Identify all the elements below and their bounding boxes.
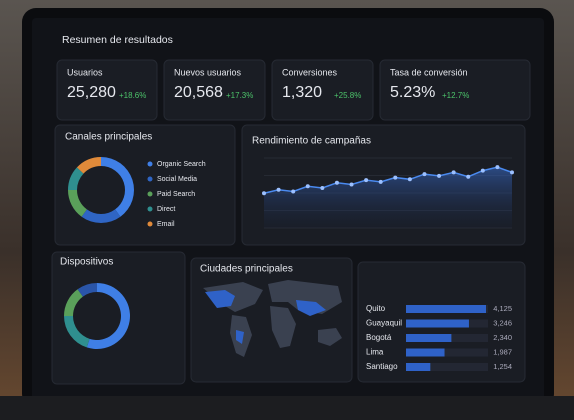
- line: [263, 166, 513, 194]
- bar-value: 4,125: [493, 304, 512, 313]
- legend-dot: [147, 161, 153, 167]
- bar: [406, 334, 452, 342]
- donut-segment: [101, 157, 134, 217]
- line-point: [422, 172, 427, 177]
- legend-label: Email: [157, 221, 175, 228]
- line-point: [276, 187, 281, 192]
- donut-segment: [64, 289, 83, 316]
- line-point: [393, 175, 398, 180]
- kpi-change: +12.7%: [442, 91, 469, 100]
- bar-track: [406, 348, 488, 357]
- legend-label: Social Media: [157, 176, 197, 183]
- channels-card: [54, 124, 236, 246]
- line-point: [480, 168, 485, 173]
- line-point: [407, 177, 412, 182]
- city-label: Bogotá: [366, 333, 392, 342]
- donut-segment: [64, 316, 90, 348]
- line-point: [262, 191, 266, 196]
- bar: [406, 348, 445, 357]
- city-label: Quito: [366, 304, 386, 313]
- kpi-card: [56, 59, 158, 121]
- kpi-card: [379, 59, 531, 121]
- line-point: [495, 165, 500, 170]
- donut-segment: [81, 209, 121, 223]
- line-point: [378, 179, 383, 184]
- kpi-value: 1,320: [282, 84, 322, 101]
- line-point: [320, 186, 325, 190]
- donut-segment: [76, 157, 101, 174]
- devices-card: [51, 251, 186, 385]
- legend-dot: [147, 206, 153, 212]
- bar-value: 3,246: [493, 318, 512, 327]
- kpi-change: +18.6%: [119, 91, 146, 100]
- bar: [406, 319, 469, 328]
- kpi-value: 5.23%: [390, 84, 435, 101]
- legend-label: Direct: [157, 206, 175, 213]
- page-title: Resumen de resultados: [62, 34, 173, 46]
- kpi-label: Tasa de conversión: [390, 67, 468, 77]
- panel-title: Rendimiento de campañas: [252, 136, 371, 147]
- line-point: [291, 189, 296, 194]
- legend-label: Organic Search: [157, 161, 206, 168]
- keyboard-base: [0, 396, 574, 420]
- world-map: [203, 280, 342, 357]
- legend-dot: [147, 191, 153, 197]
- legend-dot: [147, 221, 153, 227]
- donut-segment: [68, 190, 87, 217]
- line-point: [305, 184, 310, 189]
- line-point: [437, 173, 442, 178]
- kpi-card: [163, 59, 266, 121]
- line-point: [510, 170, 514, 175]
- bar-value: 1,987: [493, 347, 512, 356]
- line-point: [451, 170, 456, 175]
- kpi-label: Nuevos usuarios: [174, 67, 242, 77]
- bar: [406, 305, 486, 313]
- panel-title: Dispositivos: [60, 257, 113, 268]
- kpi-change: +17.3%: [226, 91, 253, 100]
- kpi-value: 25,280: [67, 84, 116, 101]
- kpi-label: Conversiones: [282, 67, 338, 77]
- donut-segment: [77, 283, 97, 297]
- line-point: [466, 174, 471, 179]
- panel-title: Canales principales: [65, 132, 152, 143]
- kpi-label: Usuarios: [67, 67, 103, 77]
- line-point: [349, 182, 354, 187]
- kpi-card: [271, 59, 374, 121]
- line-point: [364, 178, 369, 183]
- donut-segment: [86, 283, 130, 350]
- line-area: [264, 167, 512, 228]
- legend-dot: [147, 176, 153, 182]
- legend-label: Paid Search: [157, 191, 195, 198]
- line-point: [334, 180, 339, 185]
- bar: [406, 363, 431, 371]
- city-label: Santiago: [366, 362, 398, 371]
- city-label: Guayaquil: [366, 319, 402, 328]
- donut-segment: [68, 167, 84, 190]
- kpi-change: +25.8%: [334, 91, 361, 100]
- bar-track: [406, 363, 488, 371]
- kpi-value: 20,568: [174, 84, 223, 101]
- bar-value: 1,254: [493, 362, 512, 371]
- city-label: Lima: [366, 348, 384, 357]
- panel-title: Ciudades principales: [200, 264, 293, 275]
- bar-value: 2,340: [493, 333, 512, 342]
